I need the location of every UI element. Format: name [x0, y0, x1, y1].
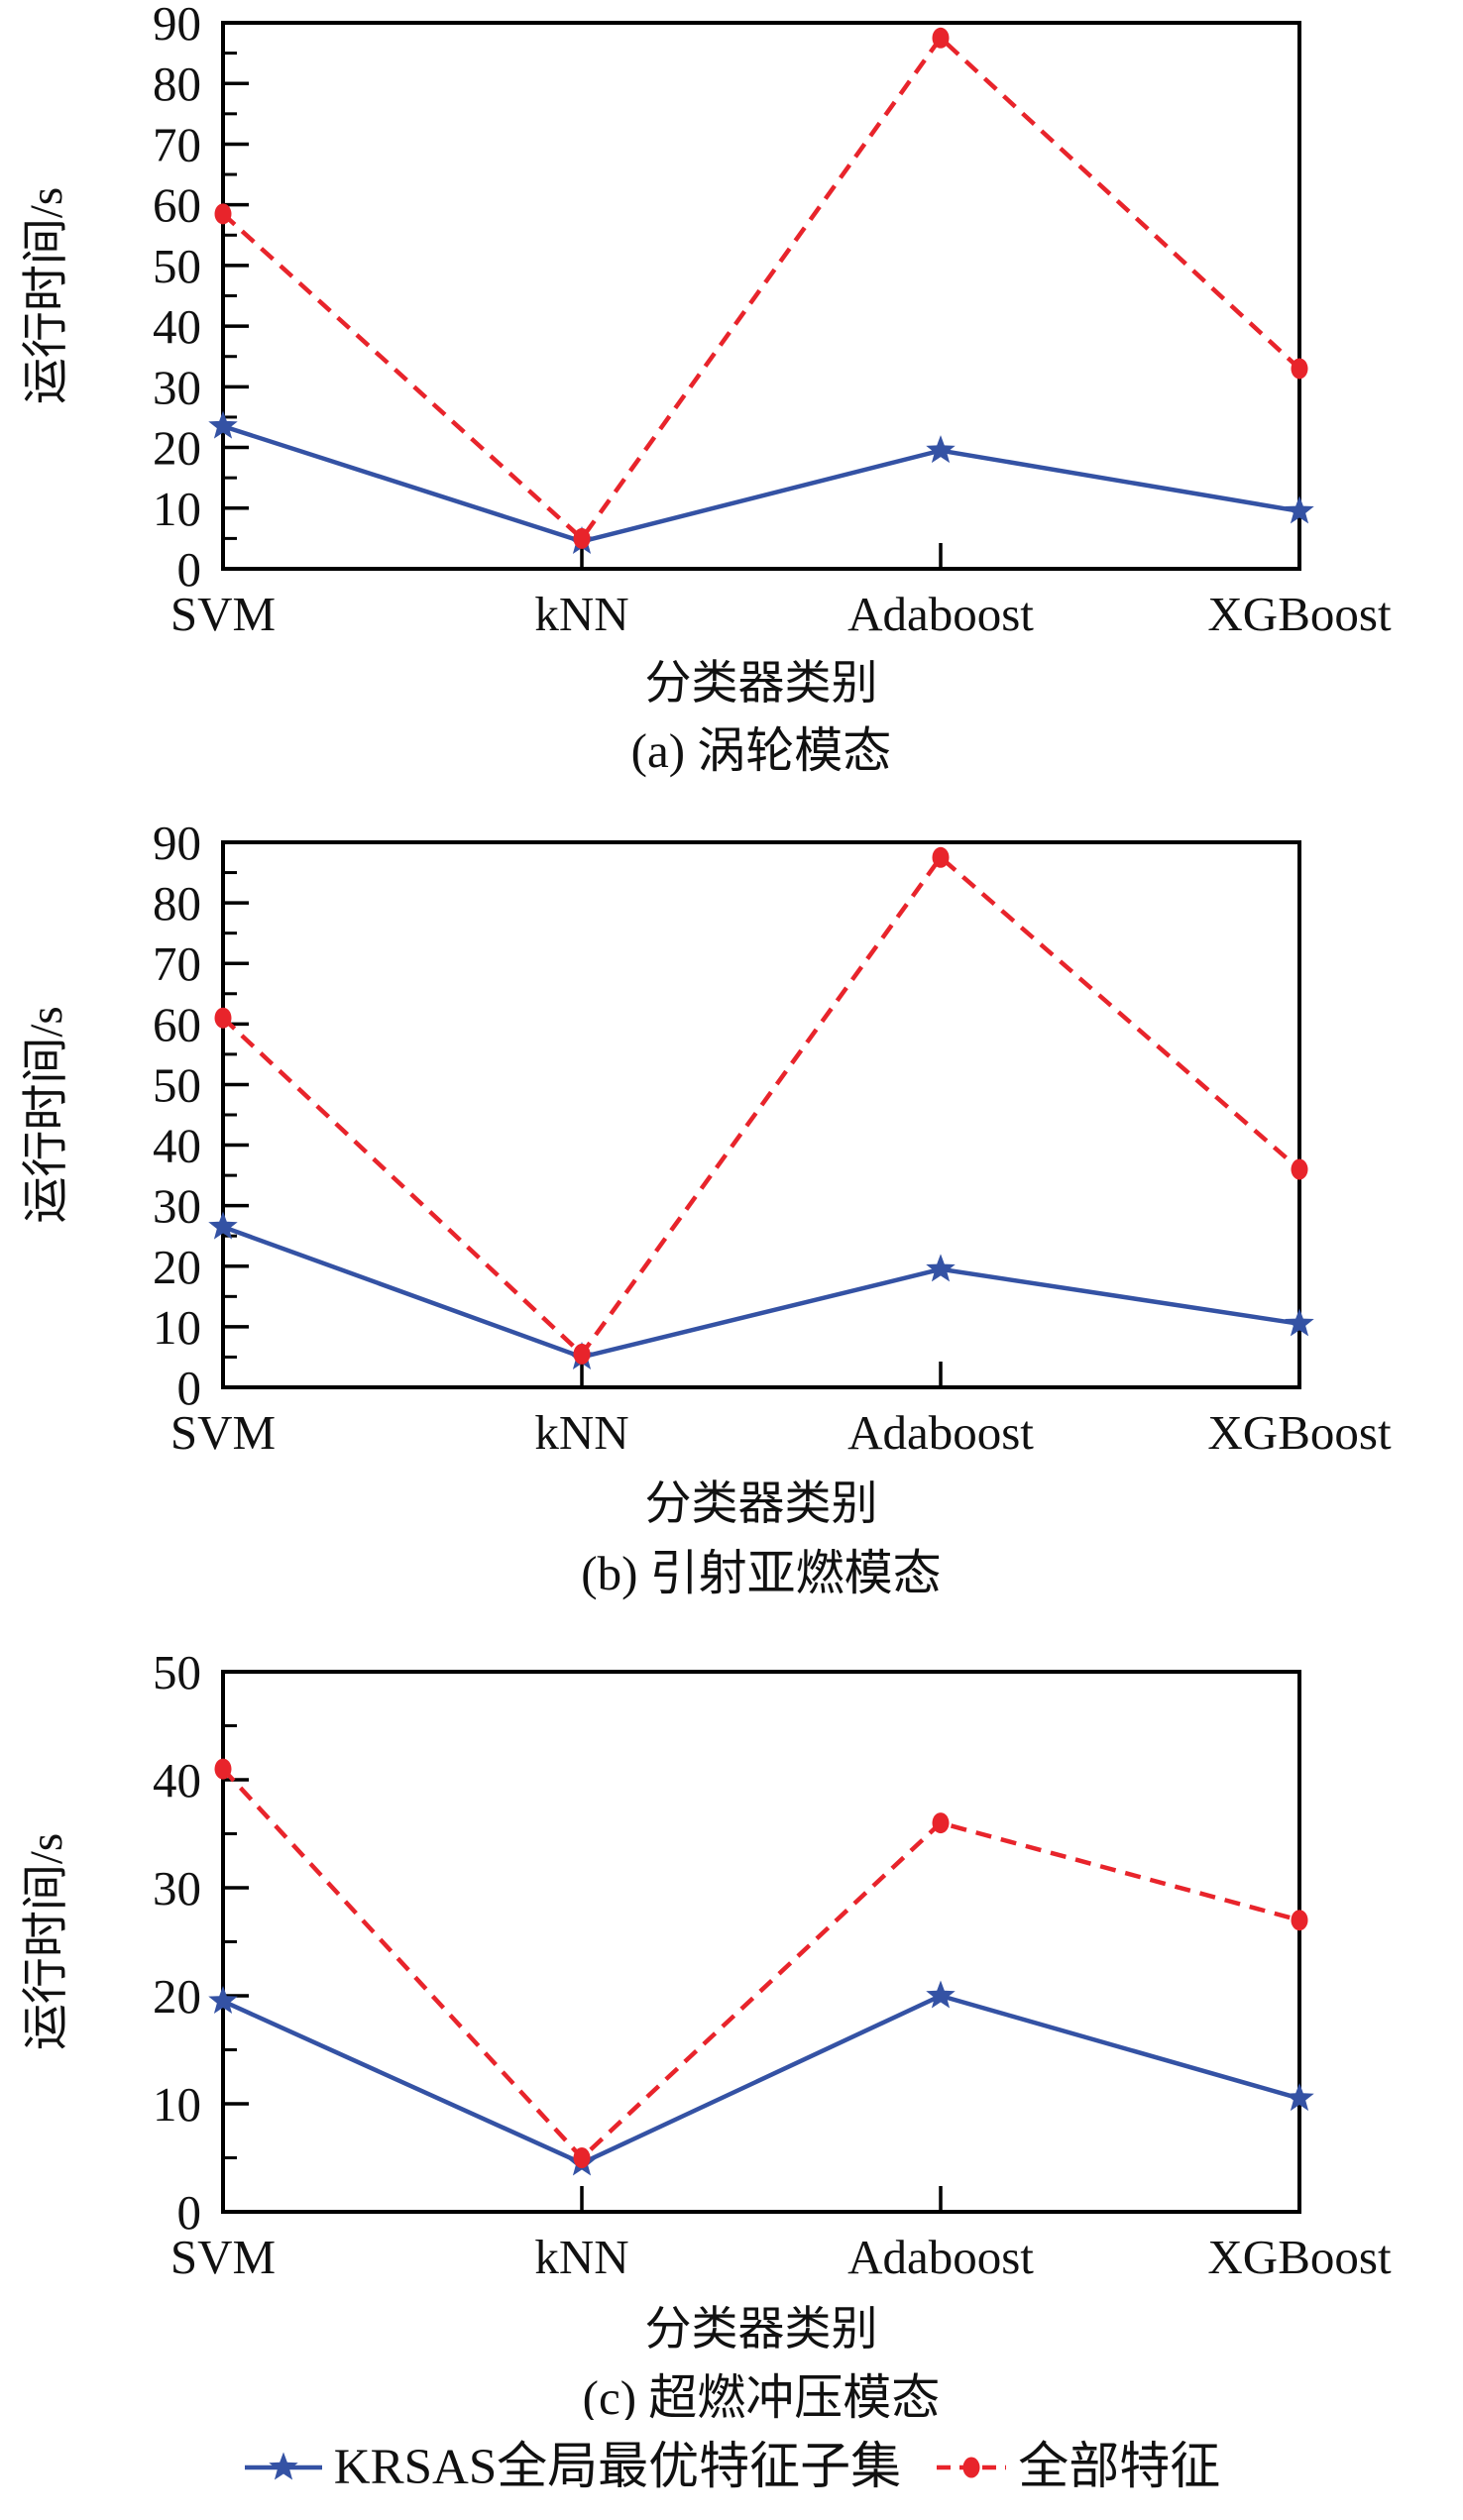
star-data-point-marker	[926, 1254, 956, 1282]
y-axis-tick-label: 0	[177, 2185, 202, 2240]
plot-box	[221, 840, 1301, 1389]
circle-data-point-marker	[214, 1758, 232, 1780]
y-axis-tick-label: 0	[177, 542, 202, 597]
plot-box	[221, 21, 1301, 571]
y-axis-tick-label: 60	[153, 178, 201, 233]
star-data-point-marker	[1285, 495, 1314, 524]
category-label: XGBoost	[1207, 1405, 1392, 1460]
x-axis-label: 分类器类别	[645, 2304, 878, 2356]
star-data-point-marker	[1285, 2083, 1314, 2112]
series-line-all-features	[221, 853, 1301, 1358]
x-axis-label: 分类器类别	[645, 1479, 878, 1530]
circle-data-point-marker	[573, 527, 591, 549]
circle-data-point-marker	[932, 27, 950, 49]
legend-item-krsas-subset: KRSAS全局最优特征子集	[243, 2439, 902, 2495]
circle-data-point-marker	[932, 846, 950, 868]
category-label: kNN	[534, 587, 628, 641]
y-axis-tick-label: 80	[153, 876, 201, 931]
y-axis-tick-label: 10	[153, 1300, 201, 1355]
category-label: XGBoost	[1207, 587, 1392, 641]
legend-label-krsas-subset: KRSAS全局最优特征子集	[333, 2439, 902, 2495]
category-label: kNN	[534, 1405, 628, 1460]
star-data-point-marker	[208, 410, 238, 439]
circle-data-point-marker	[1291, 358, 1308, 380]
y-axis-tick-label: 90	[153, 0, 201, 51]
legend-circle-icon	[962, 2457, 980, 2478]
y-axis-tick-label: 40	[153, 1119, 201, 1173]
y-axis-tick-label: 30	[153, 360, 201, 414]
category-label: kNN	[534, 2230, 628, 2284]
legend-item-all-features: 全部特征	[935, 2439, 1221, 2495]
chart-caption: (b) 引射亚燃模态	[581, 1546, 941, 1600]
circle-data-point-marker	[1291, 1158, 1308, 1180]
circle-data-point-marker	[1291, 1910, 1308, 1931]
y-axis-tick-label: 40	[153, 299, 201, 354]
category-label: XGBoost	[1207, 2230, 1392, 2284]
x-axis-label: 分类器类别	[645, 658, 878, 710]
category-label: SVM	[170, 1405, 276, 1460]
circle-data-point-marker	[932, 1812, 950, 1834]
series-line-all-features	[221, 1767, 1300, 2161]
y-axis-tick-label: 10	[153, 482, 201, 536]
star-marker-swatch	[244, 2452, 322, 2480]
series-line-krsas-subset	[222, 1993, 1300, 2166]
circle-marker-swatch	[937, 2457, 1007, 2478]
y-axis-tick-label: 50	[153, 1645, 201, 1699]
circle-data-point-marker	[573, 2147, 591, 2168]
category-label: Adaboost	[847, 1405, 1034, 1460]
star-data-point-marker	[1285, 1308, 1314, 1337]
y-axis-label: 运行时间/s	[21, 187, 72, 404]
y-axis-tick-label: 70	[153, 936, 201, 991]
y-axis-label: 运行时间/s	[21, 1006, 72, 1223]
y-axis-tick-label: 30	[153, 1179, 201, 1234]
legend: KRSAS全局最优特征子集 全部特征	[0, 2420, 1463, 2515]
y-axis-tick-label: 90	[153, 816, 201, 870]
y-axis-tick-label: 70	[153, 117, 201, 171]
circle-data-point-marker	[214, 1007, 232, 1029]
star-data-point-marker	[926, 435, 956, 464]
series-line-krsas-subset	[222, 1224, 1300, 1360]
chart-caption: (c) 超燃冲压模态	[583, 2370, 941, 2420]
series-line-krsas-subset	[222, 423, 1300, 544]
chart-caption: (a) 涡轮模态	[631, 723, 892, 778]
y-axis-label: 运行时间/s	[21, 1833, 72, 2050]
y-axis-tick-label: 40	[153, 1753, 201, 1808]
chart-c: 0 10 20 30 40 50 SVM kNN Adaboost XGBoost 分类器类别 运行时…	[21, 1645, 1392, 2420]
star-data-point-marker	[926, 1980, 956, 2009]
category-label: Adaboost	[847, 2230, 1034, 2284]
y-axis-tick-label: 60	[153, 997, 201, 1051]
y-axis-tick-label: 20	[153, 1240, 201, 1294]
star-data-point-marker	[208, 1211, 238, 1240]
legend-star-icon	[269, 2452, 298, 2480]
y-axis-tick-label: 80	[153, 56, 201, 111]
y-axis-tick-label: 20	[153, 421, 201, 476]
star-data-point-marker	[208, 1985, 238, 2014]
y-axis-tick-label: 50	[153, 239, 201, 293]
category-label: SVM	[170, 2230, 276, 2284]
series-line-all-features	[221, 34, 1301, 542]
y-axis-tick-label: 30	[153, 1861, 201, 1916]
y-axis-tick-label: 10	[153, 2077, 201, 2132]
circle-data-point-marker	[573, 1343, 591, 1365]
y-axis-tick-label: 0	[177, 1361, 202, 1415]
circle-data-point-marker	[214, 203, 232, 225]
category-label: SVM	[170, 587, 276, 641]
category-label: Adaboost	[847, 587, 1034, 641]
y-axis-tick-label: 50	[153, 1057, 201, 1112]
legend-label-all-features: 全部特征	[1018, 2439, 1221, 2495]
y-axis-tick-label: 20	[153, 1969, 201, 2024]
